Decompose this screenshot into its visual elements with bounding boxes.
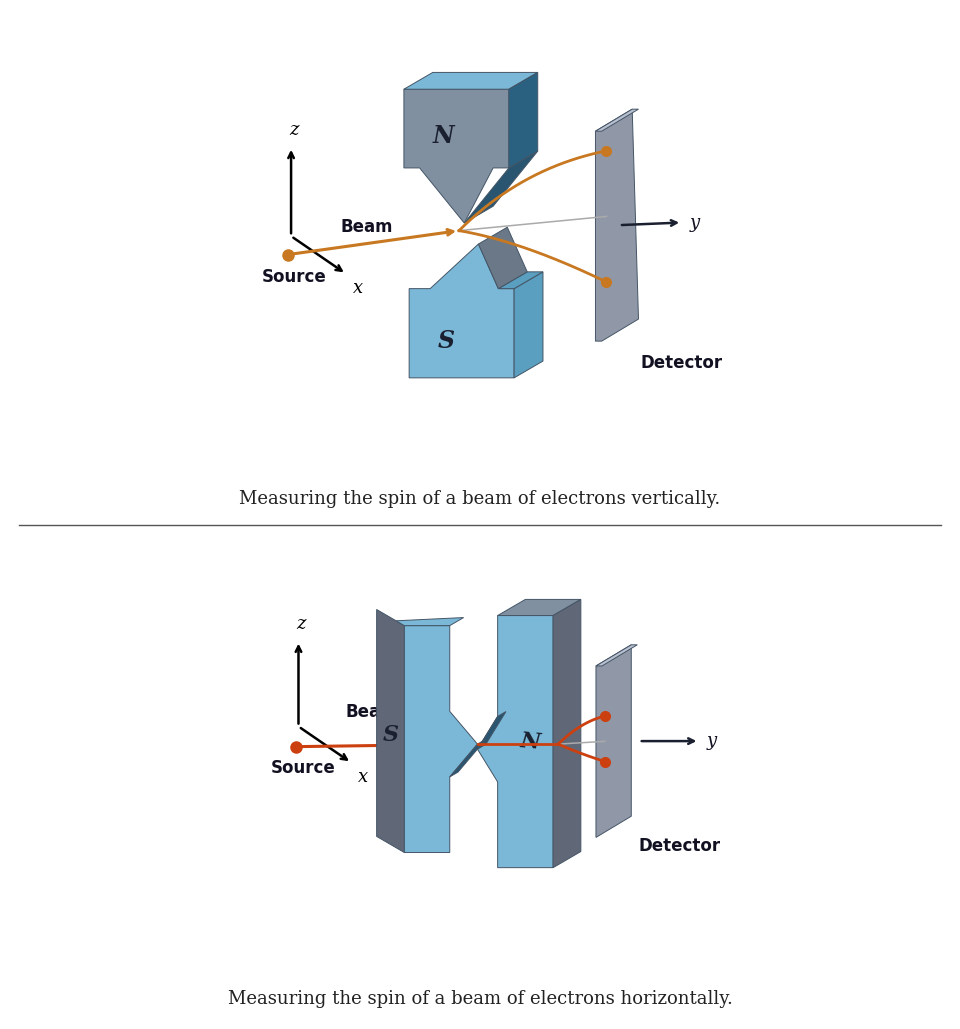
Text: N: N [519,730,541,753]
Polygon shape [596,645,637,666]
Polygon shape [409,244,515,378]
Polygon shape [515,272,543,378]
Text: Source: Source [271,759,335,777]
Text: x: x [353,279,363,297]
Polygon shape [404,626,477,852]
Polygon shape [477,711,506,749]
Text: N: N [432,125,454,148]
Polygon shape [595,109,638,342]
Polygon shape [404,90,509,223]
Text: z: z [297,615,305,633]
Text: S: S [438,329,454,353]
Text: Beam: Beam [346,704,397,721]
Text: Measuring the spin of a beam of electrons horizontally.: Measuring the spin of a beam of electron… [228,990,732,1007]
Polygon shape [404,72,538,90]
Polygon shape [596,645,632,838]
Text: Source: Source [262,268,327,286]
Polygon shape [553,600,581,867]
Text: Detector: Detector [638,838,721,855]
Polygon shape [396,617,464,626]
Polygon shape [465,151,538,223]
Text: S: S [382,724,398,746]
Text: Beam: Beam [341,218,394,237]
Text: x: x [358,768,368,786]
Polygon shape [376,609,404,852]
Text: z: z [289,121,299,139]
Polygon shape [498,272,543,289]
Text: Measuring the spin of a beam of electrons vertically.: Measuring the spin of a beam of electron… [239,490,721,507]
Polygon shape [477,615,553,867]
Polygon shape [478,227,527,289]
Text: y: y [707,732,717,750]
Text: y: y [690,213,700,232]
Text: Detector: Detector [640,354,722,372]
Polygon shape [509,72,538,168]
Polygon shape [595,109,638,132]
Polygon shape [449,739,486,777]
Polygon shape [497,600,581,615]
